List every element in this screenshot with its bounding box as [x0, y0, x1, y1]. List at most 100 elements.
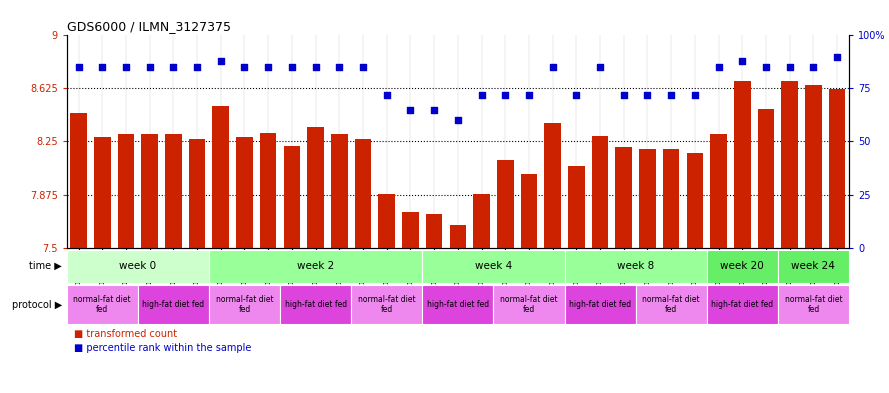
- Text: normal-fat diet
fed: normal-fat diet fed: [74, 295, 131, 314]
- Text: high-fat diet fed: high-fat diet fed: [284, 300, 347, 309]
- Point: [71, 64, 85, 70]
- Point: [688, 92, 702, 98]
- Bar: [473, 194, 490, 248]
- Bar: [422, 250, 565, 283]
- Text: high-fat diet fed: high-fat diet fed: [427, 300, 489, 309]
- Bar: [138, 285, 209, 324]
- Point: [593, 64, 607, 70]
- Point: [664, 92, 678, 98]
- Bar: [592, 136, 608, 248]
- Text: normal-fat diet
fed: normal-fat diet fed: [785, 295, 842, 314]
- Bar: [67, 250, 209, 283]
- Bar: [260, 133, 276, 248]
- Text: time ▶: time ▶: [29, 261, 62, 271]
- Point: [522, 92, 536, 98]
- Point: [475, 92, 489, 98]
- Bar: [94, 137, 110, 248]
- Point: [142, 64, 156, 70]
- Text: high-fat diet fed: high-fat diet fed: [142, 300, 204, 309]
- Point: [617, 92, 631, 98]
- Bar: [426, 214, 443, 248]
- Bar: [805, 85, 821, 248]
- Bar: [284, 146, 300, 248]
- Point: [404, 107, 418, 113]
- Bar: [450, 225, 466, 248]
- Bar: [188, 139, 205, 248]
- Point: [735, 58, 749, 64]
- Point: [451, 117, 465, 123]
- Bar: [209, 285, 280, 324]
- Point: [782, 64, 797, 70]
- Point: [569, 92, 583, 98]
- Point: [830, 53, 845, 60]
- Text: ■ percentile rank within the sample: ■ percentile rank within the sample: [75, 343, 252, 353]
- Bar: [639, 149, 656, 248]
- Text: normal-fat diet
fed: normal-fat diet fed: [643, 295, 700, 314]
- Point: [166, 64, 180, 70]
- Point: [95, 64, 109, 70]
- Bar: [781, 81, 798, 248]
- Point: [640, 92, 654, 98]
- Text: week 20: week 20: [720, 261, 765, 271]
- Bar: [355, 139, 372, 248]
- Text: normal-fat diet
fed: normal-fat diet fed: [358, 295, 415, 314]
- Bar: [757, 109, 774, 248]
- Text: week 8: week 8: [617, 261, 654, 271]
- Bar: [565, 285, 636, 324]
- Bar: [497, 160, 514, 248]
- Point: [119, 64, 133, 70]
- Bar: [331, 134, 348, 248]
- Point: [237, 64, 252, 70]
- Text: high-fat diet fed: high-fat diet fed: [711, 300, 773, 309]
- Point: [284, 64, 299, 70]
- Text: protocol ▶: protocol ▶: [12, 299, 62, 310]
- Point: [261, 64, 276, 70]
- Text: week 0: week 0: [119, 261, 156, 271]
- Text: ■ transformed count: ■ transformed count: [75, 329, 178, 340]
- Bar: [565, 250, 707, 283]
- Bar: [70, 113, 87, 248]
- Point: [806, 64, 821, 70]
- Text: week 24: week 24: [791, 261, 836, 271]
- Bar: [615, 147, 632, 248]
- Bar: [422, 285, 493, 324]
- Bar: [734, 81, 750, 248]
- Bar: [636, 285, 707, 324]
- Point: [498, 92, 512, 98]
- Point: [356, 64, 370, 70]
- Bar: [165, 134, 181, 248]
- Point: [711, 64, 725, 70]
- Text: normal-fat diet
fed: normal-fat diet fed: [501, 295, 557, 314]
- Bar: [308, 127, 324, 248]
- Point: [380, 92, 394, 98]
- Bar: [117, 134, 134, 248]
- Bar: [209, 250, 422, 283]
- Text: GDS6000 / ILMN_3127375: GDS6000 / ILMN_3127375: [67, 20, 230, 33]
- Bar: [707, 250, 778, 283]
- Bar: [521, 174, 537, 248]
- Text: week 2: week 2: [297, 261, 334, 271]
- Bar: [351, 285, 422, 324]
- Bar: [402, 212, 419, 248]
- Point: [190, 64, 204, 70]
- Point: [546, 64, 560, 70]
- Bar: [493, 285, 565, 324]
- Bar: [778, 250, 849, 283]
- Bar: [778, 285, 849, 324]
- Point: [332, 64, 347, 70]
- Text: high-fat diet fed: high-fat diet fed: [569, 300, 631, 309]
- Text: week 4: week 4: [475, 261, 512, 271]
- Bar: [141, 134, 158, 248]
- Bar: [280, 285, 351, 324]
- Bar: [686, 153, 703, 248]
- Bar: [663, 149, 679, 248]
- Bar: [568, 165, 585, 248]
- Bar: [710, 134, 727, 248]
- Bar: [544, 123, 561, 248]
- Bar: [212, 106, 229, 248]
- Point: [759, 64, 773, 70]
- Bar: [379, 194, 395, 248]
- Bar: [67, 285, 138, 324]
- Bar: [829, 89, 845, 248]
- Bar: [707, 285, 778, 324]
